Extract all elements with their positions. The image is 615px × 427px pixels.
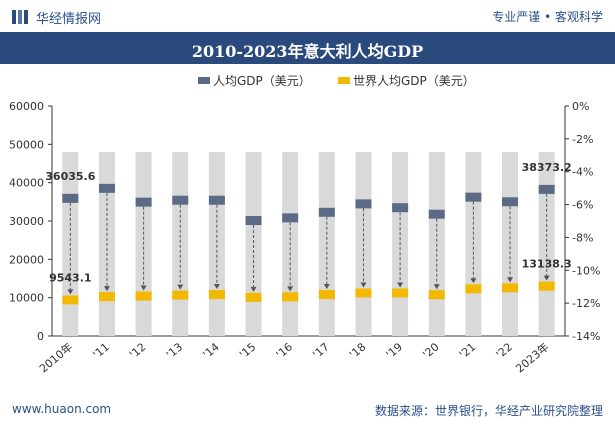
- legend-swatch: [338, 77, 350, 84]
- y-left-tick-label: 20000: [9, 253, 44, 266]
- x-tick-label: '15: [237, 340, 258, 361]
- x-tick-label: '17: [310, 340, 331, 361]
- x-tick-label: '22: [494, 340, 515, 361]
- x-tick-label: '14: [200, 340, 221, 361]
- bar-gdp-per-capita: [502, 197, 519, 207]
- bar-gdp-per-capita: [465, 192, 482, 202]
- bar-gdp-per-capita: [172, 195, 189, 205]
- y-right-tick-label: 0%: [572, 100, 589, 113]
- y-right-tick-label: -6%: [572, 199, 593, 212]
- legend-swatch: [198, 77, 210, 84]
- chart-title: 2010-2023年意大利人均GDP: [191, 42, 424, 61]
- bar-gdp-per-capita: [98, 183, 115, 193]
- connector-arrow: [323, 284, 330, 290]
- legend-label: 人均GDP（美元）: [213, 74, 311, 88]
- y-right-tick-label: -12%: [572, 297, 600, 310]
- bar-world-gdp-per-capita: [208, 290, 225, 300]
- top-bar: 华经情报网 专业严谨 • 客观科学: [0, 0, 615, 32]
- y-right-tick-label: -4%: [572, 166, 593, 179]
- tagline: 专业严谨 • 客观科学: [492, 10, 603, 24]
- y-right-tick-label: -10%: [572, 264, 600, 277]
- x-tick-label: '18: [347, 340, 368, 361]
- connector-arrow: [433, 284, 440, 290]
- brand-name: 华经情报网: [36, 12, 102, 27]
- bar-world-gdp-per-capita: [465, 284, 482, 294]
- legend: 人均GDP（美元） 世界人均GDP（美元）: [198, 74, 475, 88]
- footer: [0, 397, 615, 427]
- bar-gdp-per-capita: [282, 213, 299, 223]
- bar-gdp-per-capita: [62, 193, 79, 203]
- data-label: 36035.6: [45, 170, 95, 183]
- x-tick-label: '12: [127, 340, 148, 361]
- bar-world-gdp-per-capita: [98, 292, 115, 302]
- bar-world-gdp-per-capita: [355, 288, 372, 298]
- bar-world-gdp-per-capita: [282, 292, 299, 302]
- bar-world-gdp-per-capita: [135, 291, 152, 301]
- connector-arrow: [287, 286, 294, 292]
- connector-arrow: [543, 275, 550, 281]
- x-tick-label: '16: [274, 340, 295, 361]
- bar-world-gdp-per-capita: [538, 281, 555, 291]
- data-label: 38373.2: [522, 161, 572, 174]
- bar-world-gdp-per-capita: [392, 288, 409, 298]
- y-right-tick-label: -8%: [572, 231, 593, 244]
- footer-website: www.huaon.com: [12, 402, 112, 416]
- bar-world-gdp-per-capita: [245, 292, 262, 302]
- x-tick-label: 2010年: [36, 340, 75, 376]
- connector-arrow: [103, 286, 110, 292]
- connector-arrow: [470, 278, 477, 284]
- x-tick-label: '11: [90, 340, 111, 361]
- connector-arrow: [360, 282, 367, 288]
- y-left-tick-label: 30000: [9, 215, 44, 228]
- bar-world-gdp-per-capita: [428, 290, 445, 300]
- y-left-tick-label: 40000: [9, 177, 44, 190]
- bar-gdp-per-capita: [318, 207, 335, 217]
- background-column: [172, 152, 189, 336]
- bar-world-gdp-per-capita: [318, 290, 335, 300]
- bar-gdp-per-capita: [245, 216, 262, 226]
- y-right-tick-label: -2%: [572, 133, 593, 146]
- y-left-tick-label: 10000: [9, 292, 44, 305]
- chart: 人均GDP（美元） 世界人均GDP（美元） 0 10000 20000 30000 400…: [9, 74, 600, 376]
- connector-arrow: [140, 285, 147, 291]
- footer-source: 数据来源：世界银行，华经产业研究院整理: [374, 404, 603, 418]
- bar-gdp-per-capita: [428, 209, 445, 219]
- logo-icon: [12, 10, 28, 24]
- bar-world-gdp-per-capita: [502, 283, 519, 293]
- bar-world-gdp-per-capita: [62, 295, 79, 305]
- background-column: [245, 152, 262, 336]
- legend-label: 世界人均GDP（美元）: [353, 74, 475, 88]
- connector-arrow: [213, 284, 220, 290]
- y-left-tick-label: 0: [37, 330, 44, 343]
- bar-world-gdp-per-capita: [172, 290, 189, 300]
- y-left-tick-label: 60000: [9, 100, 44, 113]
- title-band: [0, 32, 615, 64]
- data-label: 9543.1: [49, 271, 91, 284]
- connector-arrow: [507, 277, 514, 283]
- bar-gdp-per-capita: [355, 199, 372, 209]
- x-tick-label: 2023年: [513, 340, 552, 376]
- bar-gdp-per-capita: [392, 203, 409, 213]
- x-tick-label: '13: [164, 340, 185, 361]
- y-right-tick-label: -14%: [572, 330, 600, 343]
- connector-arrow: [177, 284, 184, 290]
- x-tick-label: '20: [420, 340, 441, 361]
- connector-arrow: [250, 286, 257, 292]
- x-tick-label: '19: [384, 340, 405, 361]
- bar-gdp-per-capita: [135, 197, 152, 207]
- data-label: 13138.3: [522, 258, 572, 271]
- background-column: [208, 152, 225, 336]
- connector-arrow: [397, 282, 404, 288]
- plot-area: 2010年 '11 '12 '13 '14 '15 '16 '17 '18 '19 '20 '21 '2…: [36, 152, 572, 376]
- bar-gdp-per-capita: [538, 184, 555, 194]
- bar-gdp-per-capita: [208, 195, 225, 205]
- x-tick-label: '21: [457, 340, 478, 361]
- y-left-tick-label: 50000: [9, 138, 44, 151]
- connector-arrow: [67, 289, 74, 295]
